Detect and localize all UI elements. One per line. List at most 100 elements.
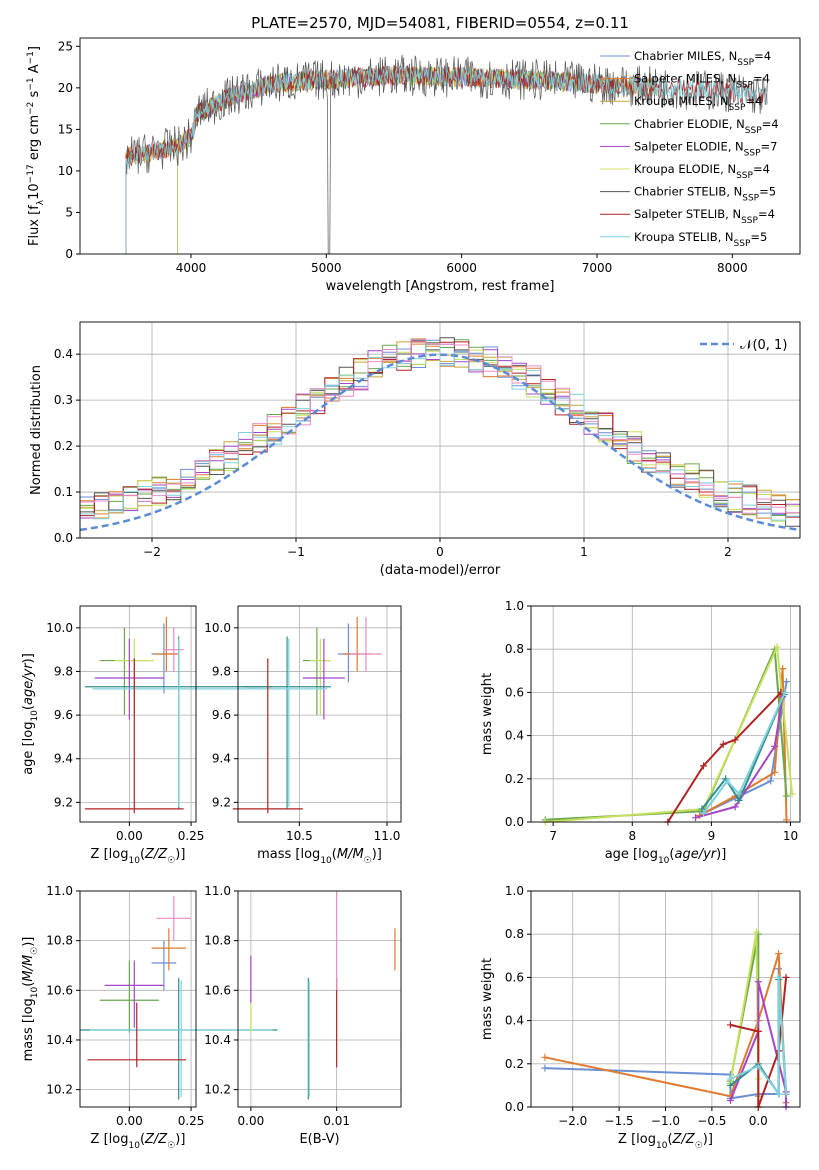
legend-label-1: Salpeter MILES, NSSP=4 — [634, 72, 770, 91]
errorbar-point-7 — [92, 638, 266, 807]
y-tick-label: 10.8 — [204, 934, 231, 948]
x-axis-label: Z [log10(Z/Z☉)] — [91, 847, 186, 866]
x-tick-label: 9 — [708, 829, 716, 843]
legend-label-8: Kroupa STELIB, NSSP=5 — [634, 230, 767, 249]
spectrum-frame — [79, 37, 801, 255]
x-axis-label: (data-model)/error — [380, 563, 501, 578]
y-tick-label: 10.4 — [46, 1033, 73, 1047]
weight-marker — [767, 777, 775, 785]
weight-marker — [771, 768, 779, 776]
x-axis-label: mass [log10(M/M☉)] — [257, 847, 382, 866]
weight-marker — [735, 790, 743, 798]
weight-marker — [726, 1021, 734, 1029]
y-tick-label: 9.2 — [54, 795, 73, 809]
mass-weight-vs-Z-frame — [530, 890, 801, 1108]
weight-marker — [719, 740, 727, 748]
y-tick-label: 0.3 — [54, 393, 73, 407]
x-tick-label: 0 — [436, 545, 444, 559]
weight-marker — [731, 736, 739, 744]
mass-vs-ebv-frame — [237, 890, 402, 1108]
weight-marker — [731, 803, 739, 811]
y-tick-label: 15 — [58, 122, 73, 136]
residuals-frame — [79, 321, 801, 539]
spectrum-line-0 — [125, 66, 657, 254]
mass-vs-Z-frame — [79, 890, 197, 1108]
mass-vs-ebv-axes: 0.00 0.01 10.2 10.4 10.6 10.8 11.0 — [204, 884, 401, 1128]
weight-marker — [735, 796, 743, 804]
y-tick-label: 11.0 — [46, 884, 73, 898]
age-vs-mass-axes: 10.5 11.0 9.2 9.4 9.6 9.8 10.0 — [204, 606, 401, 843]
weight-marker — [699, 809, 707, 817]
x-tick-label: 2 — [724, 545, 732, 559]
errorbar-point-6 — [243, 636, 331, 809]
y-tick-label: 20 — [58, 81, 73, 95]
x-tick-label: 0.0 — [749, 1114, 768, 1128]
y-tick-label: 5 — [65, 205, 73, 219]
y-tick-label: 9.8 — [212, 664, 231, 678]
x-tick-label: 8000 — [717, 261, 748, 275]
weight-marker — [541, 1064, 549, 1072]
y-tick-label: 0.2 — [54, 439, 73, 453]
x-tick-label: 0.00 — [238, 1114, 265, 1128]
errorbar-point-3 — [99, 960, 159, 1033]
weight-marker — [726, 1081, 734, 1089]
weight-marker — [723, 777, 731, 785]
spectrum-axes: 4000 5000 6000 7000 8000 0 5 10 15 20 25 — [58, 39, 748, 275]
figure-title: PLATE=2570, MJD=54081, FIBERID=0554, z=0… — [251, 14, 629, 32]
errorbar-point-0 — [151, 940, 177, 991]
mass-weight-vs-age-axes: 7 8 9 10 0.0 0.2 0.4 0.6 0.8 1.0 — [505, 599, 800, 843]
y-tick-label: 9.6 — [54, 708, 73, 722]
weight-line-1 — [699, 668, 788, 820]
age-vs-mass-frame — [237, 605, 402, 823]
errorbar-point-1 — [343, 616, 372, 672]
errorbar-point-2 — [163, 627, 184, 672]
x-tick-label: 0.00 — [116, 829, 143, 843]
spectrum-line-8 — [125, 65, 768, 254]
weight-line-2 — [545, 648, 788, 821]
weight-line-5 — [701, 694, 786, 810]
y-tick-label: 10.8 — [46, 934, 73, 948]
weight-marker — [752, 928, 760, 936]
x-tick-label: 0.00 — [116, 1114, 143, 1128]
x-tick-label: −1.5 — [605, 1114, 634, 1128]
legend-label-4: Salpeter ELODIE, NSSP=7 — [634, 139, 777, 158]
y-tick-label: 25 — [58, 39, 73, 53]
weight-marker — [783, 792, 791, 800]
y-tick-label: 0.4 — [505, 1014, 524, 1028]
errorbar-point-5 — [94, 638, 164, 720]
y-tick-label: 0.4 — [505, 729, 524, 743]
residuals-axes: −2 −1 0 1 2 0.0 0.1 0.2 0.3 0.4 — [54, 322, 800, 559]
legend-label-5: Kroupa ELODIE, NSSP=4 — [634, 162, 770, 181]
x-tick-label: 1 — [580, 545, 588, 559]
x-tick-label: 0.25 — [178, 1114, 205, 1128]
weight-marker — [782, 1090, 790, 1098]
errorbar-point-7 — [250, 638, 328, 807]
mass-weight-vs-age-frame — [530, 605, 801, 823]
x-tick-label: 4000 — [176, 261, 207, 275]
x-axis-label: Z [log10(Z/Z☉)] — [91, 1132, 186, 1151]
weight-marker — [541, 1053, 549, 1061]
x-axis-label: Z [log10(Z/Z☉)] — [618, 1132, 713, 1151]
weight-marker — [783, 678, 791, 686]
y-tick-label: 1.0 — [505, 599, 524, 613]
errorbar-point-4 — [104, 960, 164, 1028]
y-tick-label: 0.4 — [54, 347, 73, 361]
y-tick-label: 9.2 — [212, 795, 231, 809]
x-tick-label: −2 — [143, 545, 161, 559]
y-tick-label: 0.6 — [505, 970, 524, 984]
y-axis-label: Flux [fλ10−17 erg cm−2 s−1 A−1] — [26, 46, 46, 246]
age-vs-Z-axes: 0.00 0.25 9.2 9.4 9.6 9.8 10.0 — [46, 606, 204, 843]
x-tick-label: 11.0 — [374, 829, 401, 843]
normal-curve — [79, 353, 801, 532]
errorbar-point-6 — [89, 980, 273, 1098]
legend-label-0: Chabrier MILES, NSSP=4 — [634, 49, 771, 68]
x-tick-label: 6000 — [446, 261, 477, 275]
spectrum-line-2 — [125, 65, 657, 254]
age-vs-Z-frame — [79, 605, 197, 823]
errorbar-point-0 — [151, 623, 177, 694]
weight-marker — [726, 1097, 734, 1105]
errorbar-point-7 — [87, 1002, 187, 1068]
legend-label-6: Chabrier STELIB, NSSP=5 — [634, 185, 776, 204]
y-tick-label: 0.6 — [505, 685, 524, 699]
y-tick-label: 10.0 — [204, 621, 231, 635]
